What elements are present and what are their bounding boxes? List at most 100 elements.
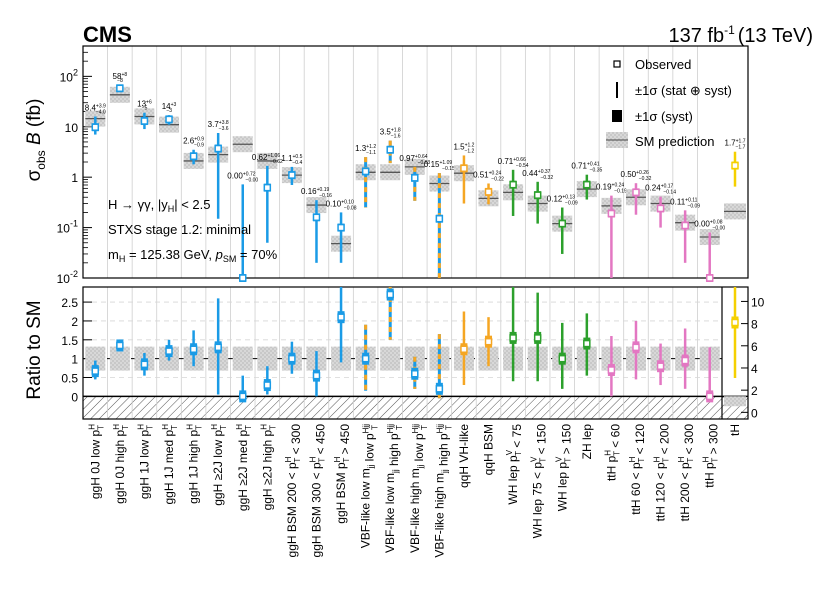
ratio-marker <box>337 313 345 321</box>
obs-value-label: 0.00+0.08 −0.00 <box>694 219 725 231</box>
obs-value-label: 14+3 −3 <box>162 102 177 114</box>
ratio-marker <box>386 290 394 299</box>
x-tick-label: ggH ≥2J high pHT <box>259 424 277 511</box>
bottom-y-tick-label: 1.5 <box>61 334 78 348</box>
obs-marker <box>214 144 222 153</box>
obs-marker <box>632 188 640 197</box>
obs-value-label: 0.19+0.24 −0.19 <box>596 183 627 195</box>
obs-marker <box>91 123 100 131</box>
x-tick-label: qqH VH-like <box>457 424 471 488</box>
x-tick-label: ggH BSM 300 < pHT < 450 <box>308 424 327 558</box>
legend-statsyst-label: ±1σ (stat ⊕ syst) <box>635 83 732 98</box>
bottom-y-tick-label: 0.5 <box>61 372 78 386</box>
obs-marker <box>656 204 665 213</box>
obs-value-label: 0.24+0.17 −0.14 <box>645 184 676 196</box>
right-y-tick-label: 4 <box>751 362 758 376</box>
x-tick-label: WH lep pVT < 75 <box>505 424 524 505</box>
obs-marker <box>558 219 566 228</box>
ratio-marker <box>411 369 419 378</box>
x-tick-label: ggH ≥2J med pHT <box>235 424 253 511</box>
obs-value-label: 0.71+0.41 −0.35 <box>571 162 602 174</box>
ratio-marker <box>165 347 173 355</box>
obs-value-label: 0.10+0.10 −0.08 <box>326 199 357 211</box>
bottom-y-tick-label: 1 <box>71 353 78 367</box>
obs-marker <box>189 152 198 161</box>
ratio-sm-band <box>257 346 278 371</box>
ratio-marker <box>656 362 665 370</box>
ratio-marker <box>632 343 640 352</box>
ratio-sm-band <box>232 346 253 371</box>
legend-observed-marker <box>613 60 621 68</box>
obs-value-label: 0.00+0.72 −0.00 <box>227 171 258 183</box>
x-tick-label: ttH pHT > 300 <box>702 424 721 488</box>
x-tick-label: tH <box>728 424 742 436</box>
x-tick-label: ZH lep <box>580 424 594 460</box>
top-y-tick-label: 10-2 <box>57 269 78 286</box>
x-tick-label: VBF-like low mjj low pHjjT <box>359 424 380 548</box>
obs-marker <box>288 171 296 179</box>
ratio-marker <box>558 354 566 363</box>
obs-marker <box>165 115 173 124</box>
ratio-marker <box>435 385 444 393</box>
bottom-panel-frame <box>82 286 749 420</box>
obs-marker <box>533 191 542 199</box>
x-tick-label: ggH BSM 200 < pHT < 300 <box>284 424 303 558</box>
right-y-tick-label: 6 <box>751 340 758 354</box>
top-y-tick-label: 102 <box>60 67 78 84</box>
top-y-tick-label: 10-1 <box>57 219 78 236</box>
obs-marker <box>484 188 493 196</box>
obs-value-label: 0.50+0.26 −0.32 <box>621 170 652 182</box>
ratio-marker <box>140 360 149 369</box>
bottom-y-tick-label: 2.5 <box>61 296 78 310</box>
obs-marker <box>263 183 272 192</box>
obs-marker <box>411 174 419 182</box>
experiment-label: CMS <box>83 22 132 47</box>
ratio-marker <box>484 337 493 346</box>
ratio-sm-band <box>109 346 130 371</box>
x-tick-label: VBF-like high mjj high pHjjT <box>432 424 453 558</box>
x-tick-label: ttH 120 < pHT < 200 <box>653 424 672 522</box>
bottom-y-tick-label: 2 <box>71 315 78 329</box>
right-y-tick-label: 10 <box>751 295 765 309</box>
x-tick-label: ggH 1J high pHT <box>186 424 204 504</box>
obs-value-label: 0.44+0.37 −0.32 <box>522 169 553 181</box>
obs-value-label: 0.16+0.19 −0.16 <box>301 187 332 199</box>
ratio-sm-band <box>724 396 746 407</box>
obs-marker <box>386 145 394 154</box>
x-tick-label: WH lep pVT > 150 <box>554 424 573 512</box>
right-y-tick-label: 0 <box>751 406 758 420</box>
annotation-mass: mH = 125.38 GeV, pSM = 70% <box>108 247 278 264</box>
x-tick-label: ggH ≥2J low pHT <box>210 424 228 506</box>
ratio-marker <box>189 345 198 353</box>
obs-marker <box>509 180 517 189</box>
obs-value-label: 0.51+0.24 −0.22 <box>473 170 504 182</box>
ratio-marker <box>116 341 124 350</box>
obs-value-label: 1.7+1.7 −1.7 <box>725 139 746 151</box>
x-tick-label: ggH 1J med pHT <box>161 424 179 505</box>
obs-marker <box>607 209 616 218</box>
x-tick-label: VBF-like high mjj low pHjjT <box>408 424 429 553</box>
ratio-marker <box>533 334 542 342</box>
obs-marker <box>731 161 739 170</box>
top-y-tick-label: 1 <box>71 171 78 185</box>
ratio-marker <box>214 343 222 352</box>
top-y-axis-label: σobs B (fb) <box>24 99 48 182</box>
x-tick-label: ttH pHT < 60 <box>603 424 622 481</box>
x-tick-label: ggH 0J low pHT <box>87 424 105 499</box>
obs-value-label: 3.7+3.8 −3.6 <box>208 120 229 132</box>
obs-value-label: 0.12+0.13 −0.09 <box>547 195 578 207</box>
bottom-y-axis-label: Ratio to SM <box>24 300 45 399</box>
ratio-sm-band <box>380 346 401 371</box>
plot-layer: 10-2 10-1 1 10 102 0 0.5 1 1.5 2 2.5 0 2 4 6 8 10 8.4+3.9… <box>57 45 765 558</box>
legend-observed-label: Observed <box>635 57 691 72</box>
annotation-process: H → γγ, |yH| < 2.5 <box>108 197 210 214</box>
x-tick-label: ttH 200 < pHT < 300 <box>677 424 696 522</box>
ratio-marker <box>361 354 370 363</box>
obs-marker <box>140 117 149 125</box>
top-y-tick-label: 10 <box>65 121 79 135</box>
x-tick-label: VBF-like low mjj high pHjjT <box>383 424 404 553</box>
obs-value-label: 0.11+0.11 −0.09 <box>670 197 700 209</box>
x-tick-label: qqH BSM <box>482 424 496 475</box>
legend-syst-marker <box>612 110 622 122</box>
